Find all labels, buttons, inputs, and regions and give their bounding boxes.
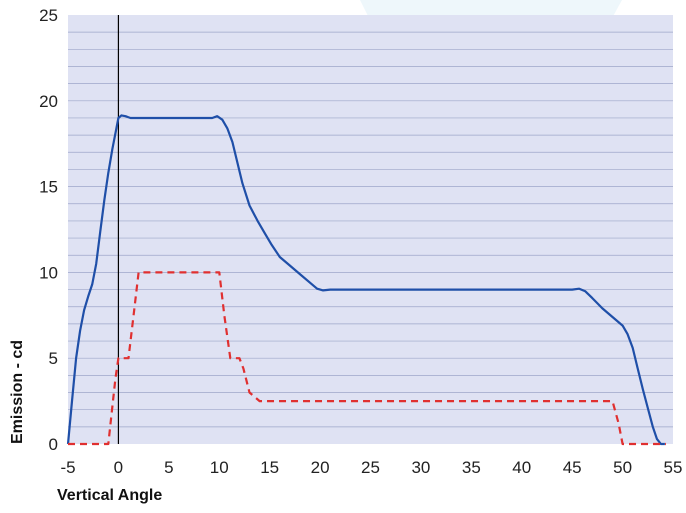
y-tick-label: 10 bbox=[39, 263, 58, 282]
y-tick-label: 0 bbox=[49, 435, 58, 454]
y-tick-label: 20 bbox=[39, 92, 58, 111]
series-layer bbox=[66, 114, 666, 446]
x-axis-title: Vertical Angle bbox=[57, 487, 162, 504]
y-tick-labels: 0 5 10 15 20 25 bbox=[39, 6, 58, 454]
series-line-1 bbox=[66, 114, 665, 446]
y-tick-label: 25 bbox=[39, 6, 58, 25]
x-tick-label: 0 bbox=[114, 458, 123, 477]
y-tick-label: 5 bbox=[49, 349, 58, 368]
plot-area bbox=[68, 15, 673, 444]
x-tick-label: 40 bbox=[512, 458, 531, 477]
x-tick-label: 30 bbox=[411, 458, 430, 477]
x-tick-label: 20 bbox=[311, 458, 330, 477]
x-tick-label: 25 bbox=[361, 458, 380, 477]
x-tick-label: -5 bbox=[60, 458, 75, 477]
y-axis-title: Emission - cd bbox=[9, 340, 26, 444]
x-tick-label: 50 bbox=[613, 458, 632, 477]
x-tick-label: 55 bbox=[664, 458, 683, 477]
x-tick-label: 15 bbox=[260, 458, 279, 477]
series-line-2 bbox=[68, 271, 666, 446]
x-tick-label: 10 bbox=[210, 458, 229, 477]
x-tick-label: 45 bbox=[563, 458, 582, 477]
x-tick-label: 5 bbox=[164, 458, 173, 477]
y-tick-label: 15 bbox=[39, 178, 58, 197]
x-tick-labels: -5 0 5 10 15 20 25 30 35 40 45 50 55 bbox=[60, 458, 682, 477]
x-tick-label: 35 bbox=[462, 458, 481, 477]
minor-gridlines bbox=[68, 31, 673, 428]
